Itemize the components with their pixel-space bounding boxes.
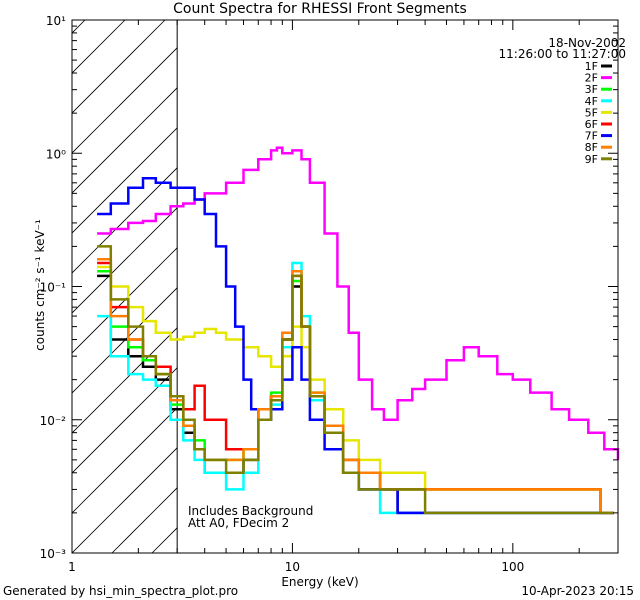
hatch-line — [0, 20, 5, 553]
generated-by-note: Generated by hsi_min_spectra_plot.pro — [3, 584, 239, 598]
legend-label-7F: 7F — [585, 130, 598, 143]
legend-label-9F: 9F — [585, 153, 598, 166]
series-line-2F — [97, 146, 620, 460]
generated-timestamp: 10-Apr-2023 20:15 — [521, 584, 634, 598]
hatch-line — [512, 20, 640, 553]
attenuator-note: Att A0, FDecim 2 — [188, 516, 290, 530]
series-line-1F — [97, 274, 614, 515]
legend-label-8F: 8F — [585, 141, 598, 154]
y-tick-label: 10⁻² — [40, 414, 67, 428]
hatch-line — [632, 20, 640, 553]
legend-label-1F: 1F — [585, 60, 598, 73]
series-line-8F — [97, 258, 614, 515]
legend-label-6F: 6F — [585, 118, 598, 131]
background-note: Includes Background — [188, 504, 314, 518]
excluded-region-hatching — [0, 20, 640, 553]
y-tick-label: 10⁰ — [46, 147, 66, 161]
hatch-line — [72, 407, 178, 514]
legend-label-3F: 3F — [585, 83, 598, 96]
legend-label-2F: 2F — [585, 72, 598, 85]
time-range-label: 11:26:00 to 11:27:00 — [498, 47, 626, 61]
hatch-line — [72, 447, 178, 553]
x-axis-label: Energy (keV) — [281, 575, 359, 589]
x-tick-label: 1 — [68, 560, 76, 574]
hatch-line — [72, 247, 178, 354]
series-line-7F — [97, 176, 614, 515]
x-tick-label: 10 — [285, 560, 300, 574]
series-line-9F — [97, 245, 614, 515]
hatch-line — [72, 87, 178, 194]
y-tick-label: 10⁻³ — [40, 547, 67, 561]
series-line-5F — [97, 265, 614, 515]
series-line-4F — [97, 261, 614, 515]
hatch-line — [72, 20, 166, 114]
hatch-line — [72, 207, 178, 314]
series-group — [97, 146, 620, 515]
y-axis-label: counts cm⁻² s⁻¹ keV⁻¹ — [33, 219, 47, 351]
y-tick-label: 10¹ — [46, 14, 66, 28]
chart-title: Count Spectra for RHESSI Front Segments — [173, 1, 467, 17]
series-line-6F — [97, 261, 614, 515]
hatch-line — [72, 367, 178, 474]
x-tick-label: 100 — [501, 560, 524, 574]
legend-label-5F: 5F — [585, 106, 598, 119]
hatch-line — [72, 47, 178, 154]
y-tick-label: 10⁻¹ — [40, 281, 67, 295]
date-label: 18-Nov-2002 — [548, 36, 626, 50]
legend-label-4F: 4F — [585, 95, 598, 108]
